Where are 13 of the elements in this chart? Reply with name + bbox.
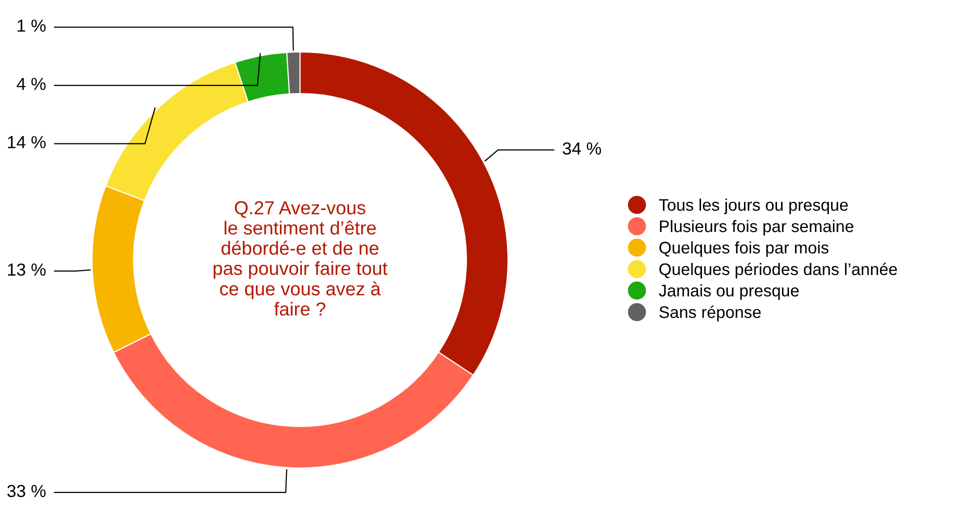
data-label: 4 % xyxy=(16,78,46,90)
data-label: 33 % xyxy=(7,484,46,498)
legend-label: Quelques périodes dans l’année xyxy=(659,262,897,278)
legend-label: Tous les jours ou presque xyxy=(658,198,848,214)
data-label: 34 % xyxy=(562,142,602,155)
legend-label: Sans réponse xyxy=(659,306,761,322)
text: Q.27 Avez-vous le sentiment d’être débordé-e et de ne pas pouvoir faire tout ce que vous avez à faire ? xyxy=(214,201,388,316)
data-label: 13 % xyxy=(8,263,46,276)
legend-label: Quelques fois par mois xyxy=(659,241,828,257)
legend-label: Jamais ou presque xyxy=(658,284,799,300)
data-label: 14 % xyxy=(8,136,46,148)
data-label: 1 % xyxy=(18,20,46,32)
legend-label: Plusieurs fois par semaine xyxy=(660,220,854,236)
